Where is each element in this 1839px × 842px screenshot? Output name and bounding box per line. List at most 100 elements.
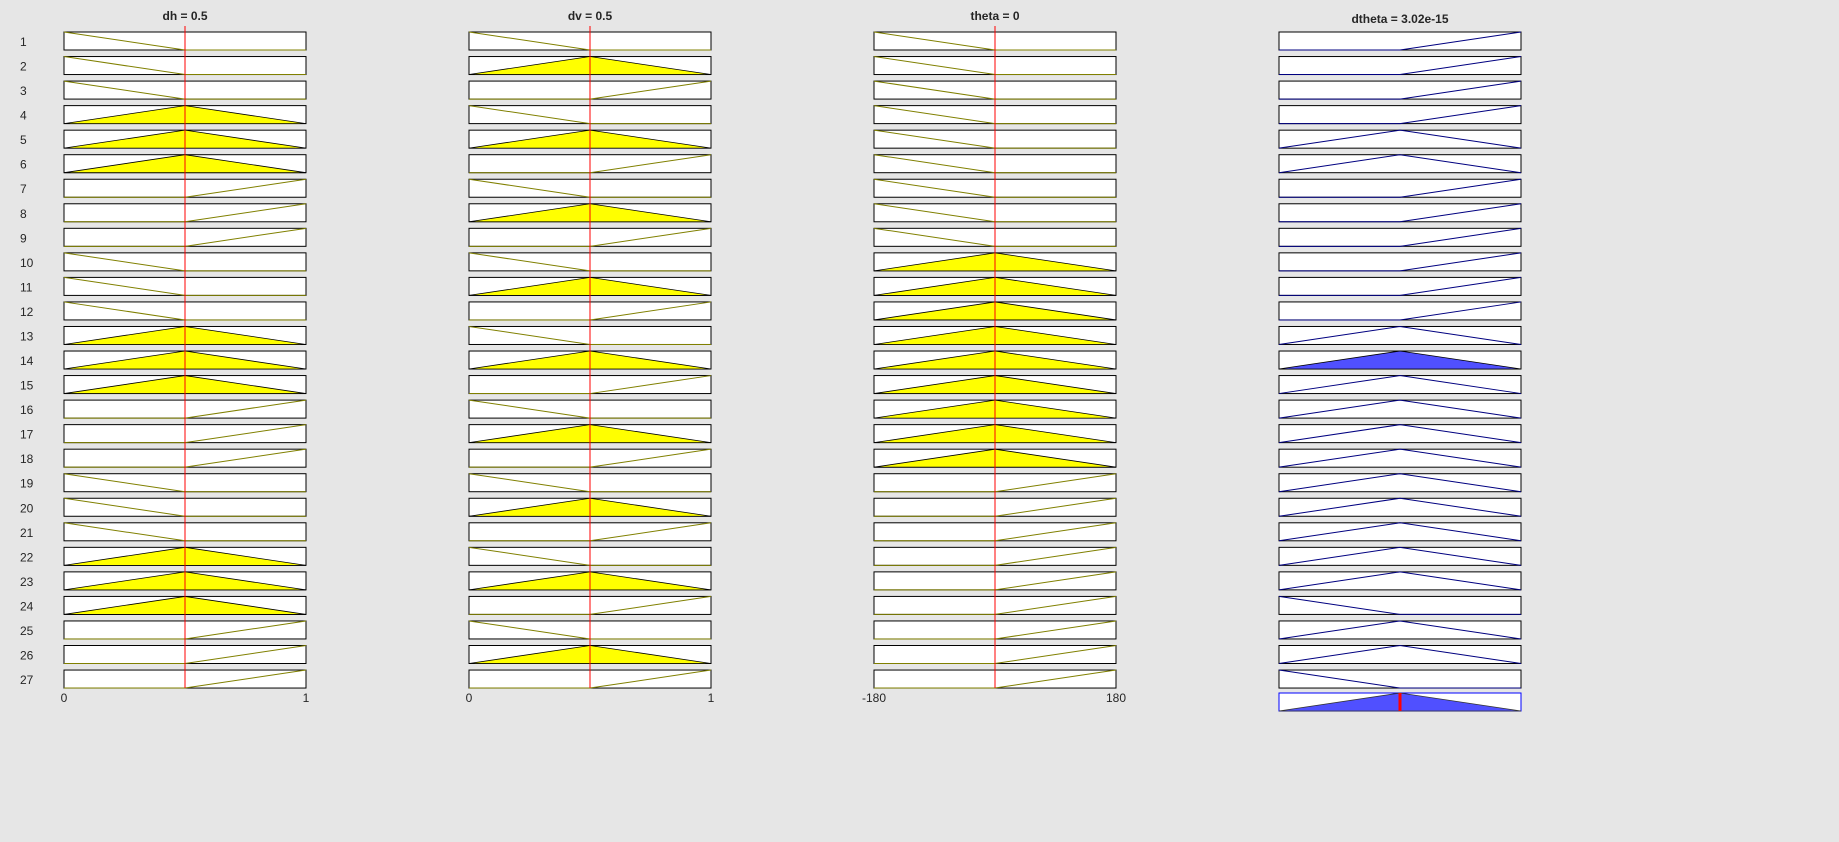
rule-23-dtheta-mf[interactable] [1278,571,1522,591]
rule-number[interactable]: 2 [20,60,27,74]
mf-curve [1279,80,1522,100]
rule-number[interactable]: 15 [20,379,34,393]
rule-number[interactable]: 17 [20,428,34,442]
mf-curve [1278,644,1522,664]
mf-axes [1278,620,1522,640]
mf-curve [1278,424,1522,444]
rule-8-dtheta-mf[interactable] [1278,203,1522,223]
mf-axes [1278,497,1522,517]
rule-number[interactable]: 12 [20,305,34,319]
rule-15-dtheta-mf[interactable] [1278,375,1522,395]
mf-curve [1278,595,1521,615]
rule-number[interactable]: 7 [20,182,27,196]
rule-number[interactable]: 19 [20,477,34,491]
mf-curve [1279,276,1522,296]
rule-27-dtheta-mf[interactable] [1278,669,1522,689]
rule-1-dtheta-mf[interactable] [1278,31,1522,51]
axis-max-label: 180 [1106,691,1126,705]
mf-curve [1279,252,1522,272]
input-title: dv = 0.5 [568,9,613,23]
mf-curve [1279,105,1522,125]
mf-axes [1278,448,1522,468]
mf-axes [1278,80,1522,100]
mf-curve [1278,571,1522,591]
rule-number[interactable]: 20 [20,501,34,515]
rule-number[interactable]: 3 [20,84,27,98]
rule-26-dtheta-mf[interactable] [1278,644,1522,664]
rule-number[interactable]: 5 [20,133,27,147]
aggregated-output [1278,692,1522,712]
rule-number[interactable]: 21 [20,526,34,540]
rule-3-dtheta-mf[interactable] [1278,80,1522,100]
rule-number[interactable]: 10 [20,256,34,270]
mf-axes [1278,56,1522,76]
mf-curve [1279,178,1522,198]
rule-number[interactable]: 23 [20,575,34,589]
mf-curve [1279,203,1522,223]
rule-number[interactable]: 11 [20,280,33,294]
rule-number[interactable]: 24 [20,599,34,613]
rule-25-dtheta-mf[interactable] [1278,620,1522,640]
axis-min-label: -180 [862,691,886,705]
mf-axes [1278,399,1522,419]
mf-curve [1278,325,1522,345]
output-title: dtheta = 3.02e-15 [1351,12,1448,26]
rule-21-dtheta-mf[interactable] [1278,522,1522,542]
rule-14-dtheta-mf[interactable] [1278,350,1522,370]
rule-number[interactable]: 8 [20,207,27,221]
mf-curve [1278,129,1522,149]
mf-curve [1279,227,1522,247]
rule-number[interactable]: 25 [20,624,34,638]
mf-curve [1278,669,1521,689]
mf-axes [1278,571,1522,591]
mf-axes [1278,473,1522,493]
mf-axes [1278,325,1522,345]
mf-axes [1278,105,1522,125]
mf-curve [1278,522,1522,542]
mf-curve [1278,448,1522,468]
rule-number[interactable]: 6 [20,158,27,172]
rule-number[interactable]: 27 [20,673,34,687]
input-title: theta = 0 [970,9,1019,23]
mf-axes [1278,522,1522,542]
rule-number[interactable]: 9 [20,231,27,245]
rule-number[interactable]: 22 [20,550,34,564]
mf-curve [1278,497,1522,517]
rule-7-dtheta-mf[interactable] [1278,178,1522,198]
axis-max-label: 1 [303,691,310,705]
rule-number[interactable]: 16 [20,403,34,417]
rule-16-dtheta-mf[interactable] [1278,399,1522,419]
rule-number[interactable]: 26 [20,649,34,663]
rule-18-dtheta-mf[interactable] [1278,448,1522,468]
rule-number[interactable]: 18 [20,452,34,466]
rule-19-dtheta-mf[interactable] [1278,473,1522,493]
mf-curve [1278,620,1522,640]
rule-number[interactable]: 1 [20,35,27,49]
rule-4-dtheta-mf[interactable] [1278,105,1522,125]
rule-13-dtheta-mf[interactable] [1278,325,1522,345]
mf-axes [1278,227,1522,247]
rule-17-dtheta-mf[interactable] [1278,424,1522,444]
rule-20-dtheta-mf[interactable] [1278,497,1522,517]
mf-curve [1278,399,1522,419]
mf-axes [1278,178,1522,198]
input-title: dh = 0.5 [162,9,207,23]
rule-6-dtheta-mf[interactable] [1278,154,1522,174]
rule-22-dtheta-mf[interactable] [1278,546,1522,566]
rule-24-dtheta-mf[interactable] [1278,595,1522,615]
rule-9-dtheta-mf[interactable] [1278,227,1522,247]
axis-min-label: 0 [61,691,68,705]
mf-axes [1278,154,1522,174]
rule-number[interactable]: 4 [20,109,27,123]
rule-12-dtheta-mf[interactable] [1278,301,1522,321]
rule-number[interactable]: 13 [20,329,34,343]
rule-10-dtheta-mf[interactable] [1278,252,1522,272]
rule-11-dtheta-mf[interactable] [1278,276,1522,296]
rule-2-dtheta-mf[interactable] [1278,56,1522,76]
rule-5-dtheta-mf[interactable] [1278,129,1522,149]
axis-max-label: 1 [708,691,715,705]
mf-curve [1278,546,1522,566]
rule-number[interactable]: 14 [20,354,34,368]
mf-curve [1278,375,1522,395]
